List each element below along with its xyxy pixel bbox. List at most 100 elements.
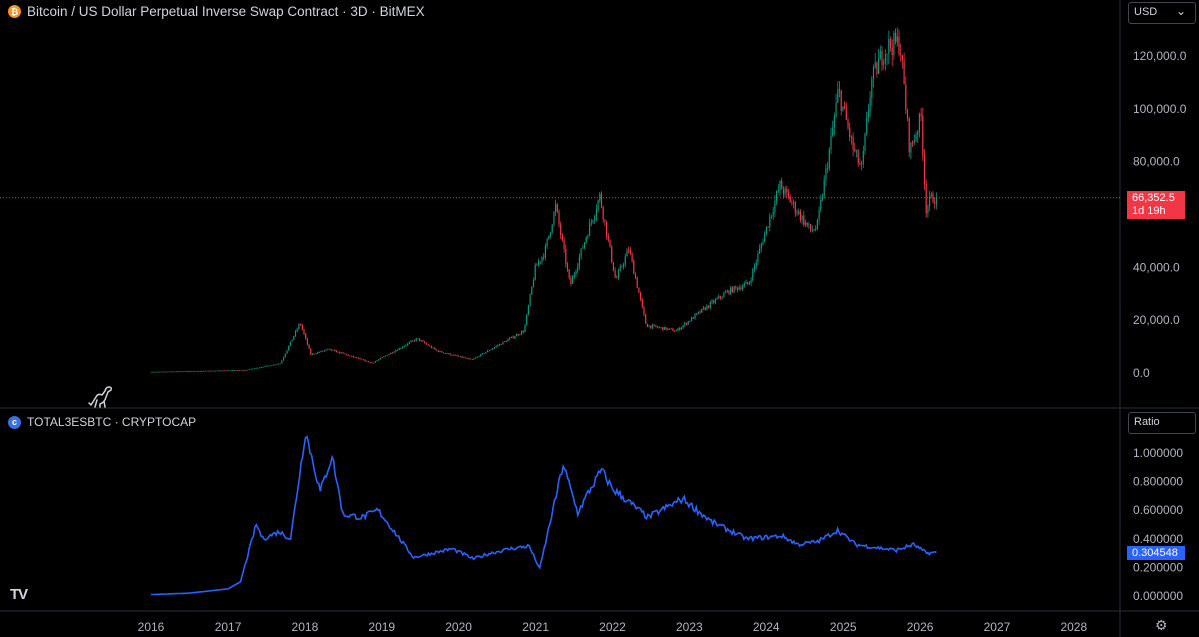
indicator-series-header[interactable]: c TOTAL3ESBTC · CRYPTOCAP [8, 415, 196, 429]
candle-body [283, 357, 285, 361]
chevron-down-icon[interactable]: ⌄ [1176, 4, 1187, 18]
candle-body [582, 247, 584, 249]
candle-body [209, 370, 212, 372]
candle-body [509, 337, 511, 340]
candle-body [697, 311, 699, 314]
candle-body [884, 54, 886, 63]
candle-body [866, 118, 868, 134]
main-series-header[interactable]: ₿ Bitcoin / US Dollar Perpetual Inverse … [8, 4, 425, 19]
candle-body [303, 329, 305, 335]
candle-body [539, 261, 541, 263]
year-tick-label-3: 2019 [368, 620, 395, 634]
candle-body [837, 89, 839, 103]
candle-body [488, 350, 490, 352]
candle-body [344, 353, 346, 355]
candle-body [789, 196, 791, 203]
candle-body [337, 351, 339, 353]
candle-body [243, 370, 246, 371]
candle-body [840, 90, 842, 111]
candle-body [585, 237, 587, 243]
candle-body [580, 248, 582, 257]
year-tick-label-2: 2018 [292, 620, 319, 634]
tradingview-logo-icon[interactable]: TV [10, 586, 28, 603]
candle-body [655, 325, 657, 327]
last-price-value: 66,352.5 [1132, 192, 1175, 204]
candle-body [759, 248, 761, 254]
candle-body [908, 118, 910, 153]
candle-body [230, 370, 232, 372]
candle-body [177, 371, 179, 373]
candle-body [609, 239, 611, 247]
dinosaur-icon [88, 386, 112, 408]
candle-body [223, 370, 225, 372]
candle-body [181, 371, 183, 373]
candle-body [294, 330, 297, 336]
candle-body [838, 89, 841, 91]
candle-body [289, 341, 291, 346]
candle-body [405, 345, 407, 346]
bar-countdown: 1d 19h [1132, 205, 1166, 217]
candle-body [577, 266, 579, 272]
year-tick-label-1: 2017 [215, 620, 242, 634]
candle-body [277, 363, 280, 365]
candle-body [905, 84, 907, 110]
candle-body [748, 283, 750, 285]
candle-body [820, 199, 822, 211]
scale-selector[interactable]: Ratio [1128, 412, 1196, 434]
candle-body [356, 357, 358, 359]
candle-body [643, 306, 645, 315]
candle-body [857, 150, 859, 164]
candle-body [213, 370, 215, 372]
candle-body [923, 154, 926, 184]
candle-body [436, 349, 438, 351]
candle-body [704, 307, 706, 310]
candle-body [487, 350, 489, 353]
candle-body [196, 370, 198, 372]
candle-body [361, 358, 363, 360]
candle-body [750, 280, 752, 284]
candle-body [670, 328, 672, 330]
candle-body [512, 336, 514, 338]
candle-body [269, 365, 271, 367]
currency-selector[interactable]: USD [1128, 2, 1196, 24]
candle-body [220, 370, 222, 372]
candle-body [317, 352, 319, 354]
gear-icon[interactable]: ⚙ [1155, 617, 1168, 633]
candle-body [310, 348, 312, 355]
candle-body [439, 351, 441, 352]
candle-body [604, 219, 606, 222]
candle-body [510, 336, 512, 338]
candle-body [590, 221, 592, 224]
candle-body [395, 350, 397, 352]
candle-body [757, 253, 759, 263]
candle-body [374, 361, 376, 363]
candle-body [458, 355, 460, 357]
candle-body [935, 197, 937, 204]
candle-body [922, 115, 924, 155]
candle-body [825, 168, 827, 180]
total3esbtc-series-line [150, 435, 937, 596]
candle-body [560, 224, 562, 236]
candle-body [612, 262, 614, 271]
candle-body [762, 242, 764, 245]
candle-body [335, 350, 337, 353]
candle-body [701, 308, 703, 313]
candle-body [281, 360, 283, 364]
bitcoin-icon: ₿ [8, 5, 21, 18]
candlestick-series [150, 27, 937, 373]
candle-body [930, 193, 932, 196]
candle-body [725, 292, 727, 294]
candle-body [745, 281, 747, 284]
candle-body [164, 371, 166, 373]
candle-body [215, 370, 217, 372]
candle-body [155, 371, 157, 373]
candle-body [723, 293, 725, 298]
candle-body [920, 113, 922, 116]
candle-body [402, 346, 404, 349]
candle-body [713, 301, 715, 303]
candle-body [842, 106, 844, 111]
candle-body [470, 358, 472, 360]
candle-body [847, 119, 849, 128]
candle-body [257, 367, 259, 369]
